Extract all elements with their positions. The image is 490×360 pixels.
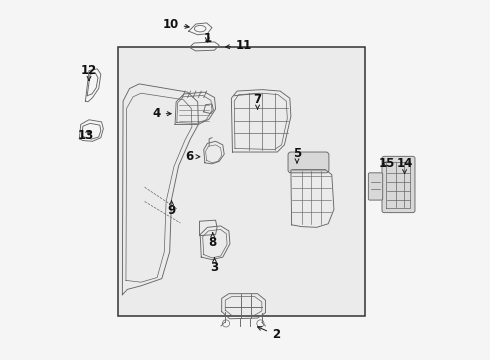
FancyBboxPatch shape [382, 156, 415, 213]
Text: 1: 1 [203, 32, 211, 45]
Text: 9: 9 [168, 201, 175, 217]
Text: 13: 13 [77, 129, 94, 142]
Text: 11: 11 [225, 39, 252, 52]
Text: 4: 4 [152, 107, 171, 120]
Text: 15: 15 [378, 157, 395, 170]
Text: 3: 3 [211, 258, 219, 274]
Text: 14: 14 [396, 157, 413, 174]
Text: 6: 6 [185, 150, 200, 163]
Text: 5: 5 [293, 147, 301, 163]
Text: 12: 12 [81, 64, 97, 80]
Bar [118, 47, 365, 316]
FancyBboxPatch shape [288, 152, 329, 173]
Text: 10: 10 [162, 18, 189, 31]
Text: 7: 7 [253, 93, 262, 109]
Text: 8: 8 [209, 233, 217, 249]
Text: 2: 2 [258, 327, 280, 341]
FancyBboxPatch shape [368, 173, 383, 200]
